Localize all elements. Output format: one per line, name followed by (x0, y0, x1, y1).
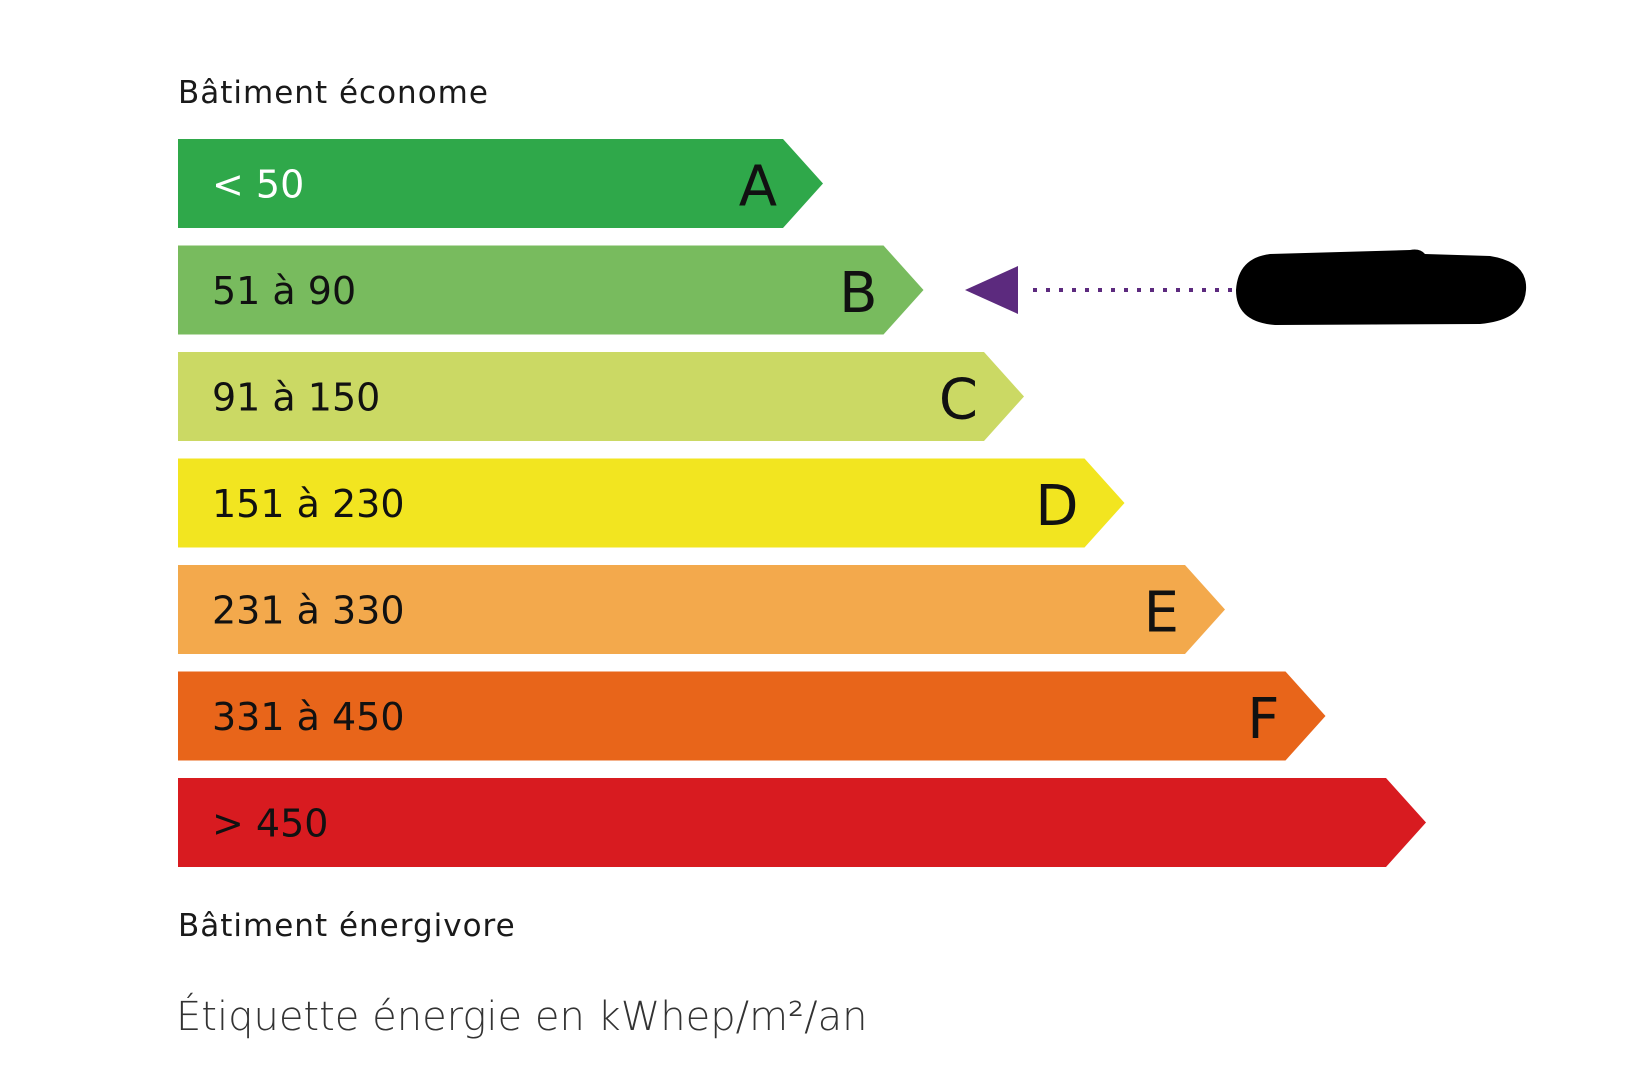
footer-unit-label: Étiquette énergie en kWhep/m²/an (176, 992, 867, 1040)
class-range-label: > 450 (212, 802, 328, 846)
class-range-label: 231 à 330 (212, 589, 405, 633)
class-letter: E (1144, 581, 1179, 646)
energy-class-c: 91 à 150 C (178, 352, 1024, 441)
energy-class-f: 331 à 450 F (178, 671, 1326, 761)
class-letter: C (939, 368, 978, 433)
energy-class-g: > 450 (178, 778, 1426, 867)
redacted-value-blob (1236, 249, 1527, 325)
class-bar (178, 565, 1225, 654)
bottom-caption: Bâtiment énergivore (178, 908, 516, 944)
class-range-label: 151 à 230 (212, 482, 405, 526)
class-letter: A (739, 155, 777, 220)
class-letter: F (1247, 687, 1279, 752)
class-bar (178, 245, 924, 335)
top-caption: Bâtiment économe (178, 75, 489, 111)
class-bar (178, 458, 1125, 548)
energy-class-e: 231 à 330 E (178, 565, 1225, 654)
rating-indicator (965, 249, 1527, 325)
class-bar (178, 778, 1426, 867)
energy-class-b: 51 à 90 B (178, 245, 924, 335)
energy-class-bars: < 50 A 51 à 90 B 91 à 150 C 151 à 230 D 231 à 33… (178, 139, 1426, 867)
class-range-label: 51 à 90 (212, 269, 356, 313)
class-letter: D (1035, 474, 1078, 539)
class-bar (178, 139, 823, 228)
class-bar (178, 671, 1326, 761)
class-bar (178, 352, 1024, 441)
energy-class-d: 151 à 230 D (178, 458, 1125, 548)
class-letter: B (839, 261, 877, 326)
energy-class-a: < 50 A (178, 139, 823, 228)
rating-arrow-icon (965, 266, 1018, 314)
class-range-label: < 50 (212, 163, 304, 207)
class-range-label: 91 à 150 (212, 376, 380, 420)
class-range-label: 331 à 450 (212, 695, 405, 739)
